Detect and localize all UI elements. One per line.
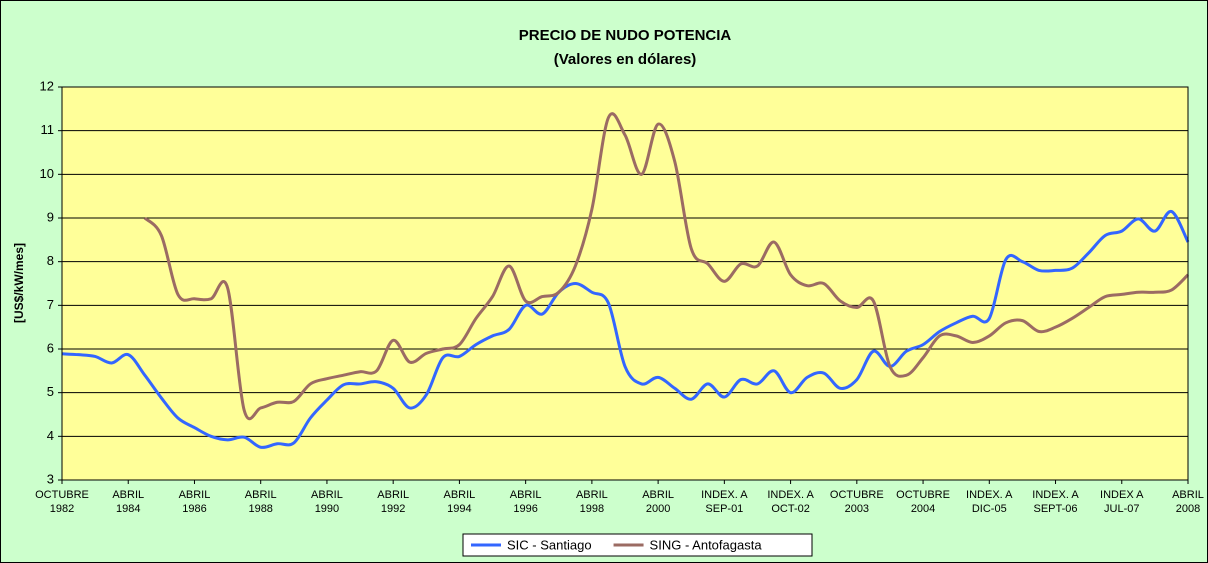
x-tick-label: JUL-07 <box>1104 503 1139 515</box>
x-tick-label: ABRIL <box>245 489 277 501</box>
x-tick-label: ABRIL <box>311 489 343 501</box>
x-tick-label: 2003 <box>845 503 869 515</box>
x-tick-label: INDEX. A <box>966 489 1013 501</box>
x-tick-label: 1984 <box>116 503 140 515</box>
x-tick-label: 1990 <box>315 503 339 515</box>
x-tick-label: ABRIL <box>377 489 409 501</box>
x-tick-label: 1982 <box>50 503 74 515</box>
y-tick-label: 9 <box>47 209 54 224</box>
x-tick-label: SEPT-06 <box>1034 503 1078 515</box>
legend-label: SIC - Santiago <box>507 537 592 552</box>
y-tick-label: 8 <box>47 253 54 268</box>
x-tick-label: OCTUBRE <box>830 489 884 501</box>
x-tick-label: INDEX. A <box>1032 489 1079 501</box>
x-tick-label: ABRIL <box>510 489 542 501</box>
series-line <box>143 112 1190 421</box>
plot-area <box>61 86 1189 481</box>
series-line <box>61 209 1190 449</box>
y-tick-label: 6 <box>47 340 54 355</box>
x-tick-label: ABRIL <box>112 489 144 501</box>
x-tick-label: 1988 <box>248 503 272 515</box>
y-tick-label: 4 <box>47 428 54 443</box>
y-tick-label: 5 <box>47 384 54 399</box>
chart-title: PRECIO DE NUDO POTENCIA <box>519 27 732 44</box>
y-tick-label: 11 <box>41 122 55 137</box>
y-axis-label: [US$/kW/mes] <box>12 243 26 323</box>
x-tick-label: 1986 <box>182 503 206 515</box>
plot-border <box>61 86 1189 481</box>
y-tick-label: 3 <box>47 471 54 486</box>
x-tick-label: 2004 <box>911 503 935 515</box>
x-tick-label: 1998 <box>580 503 604 515</box>
x-tick-label: OCTUBRE <box>896 489 950 501</box>
x-tick-label: OCTUBRE <box>35 489 89 501</box>
x-tick-label: ABRIL <box>179 489 211 501</box>
x-tick-label: ABRIL <box>642 489 674 501</box>
y-tick-label: 7 <box>47 297 54 312</box>
x-tick-label: ABRIL <box>1172 489 1204 501</box>
x-tick-label: SEP-01 <box>705 503 743 515</box>
x-tick-label: INDEX. A <box>767 489 814 501</box>
x-tick-label: INDEX A <box>1100 489 1144 501</box>
x-tick-label: OCT-02 <box>771 503 810 515</box>
x-tick-label: ABRIL <box>576 489 608 501</box>
x-tick-label: 1996 <box>513 503 537 515</box>
x-tick-label: ABRIL <box>444 489 476 501</box>
x-tick-label: 2000 <box>646 503 670 515</box>
x-tick-label: 1992 <box>381 503 405 515</box>
x-tick-label: INDEX. A <box>701 489 748 501</box>
x-tick-label: 2008 <box>1176 503 1200 515</box>
chart-subtitle: (Valores en dólares) <box>554 51 697 68</box>
y-tick-label: 12 <box>40 78 54 93</box>
y-tick-label: 10 <box>40 166 54 181</box>
legend-label: SING - Antofagasta <box>650 537 763 552</box>
x-tick-label: DIC-05 <box>972 503 1007 515</box>
x-tick-label: 1994 <box>447 503 471 515</box>
